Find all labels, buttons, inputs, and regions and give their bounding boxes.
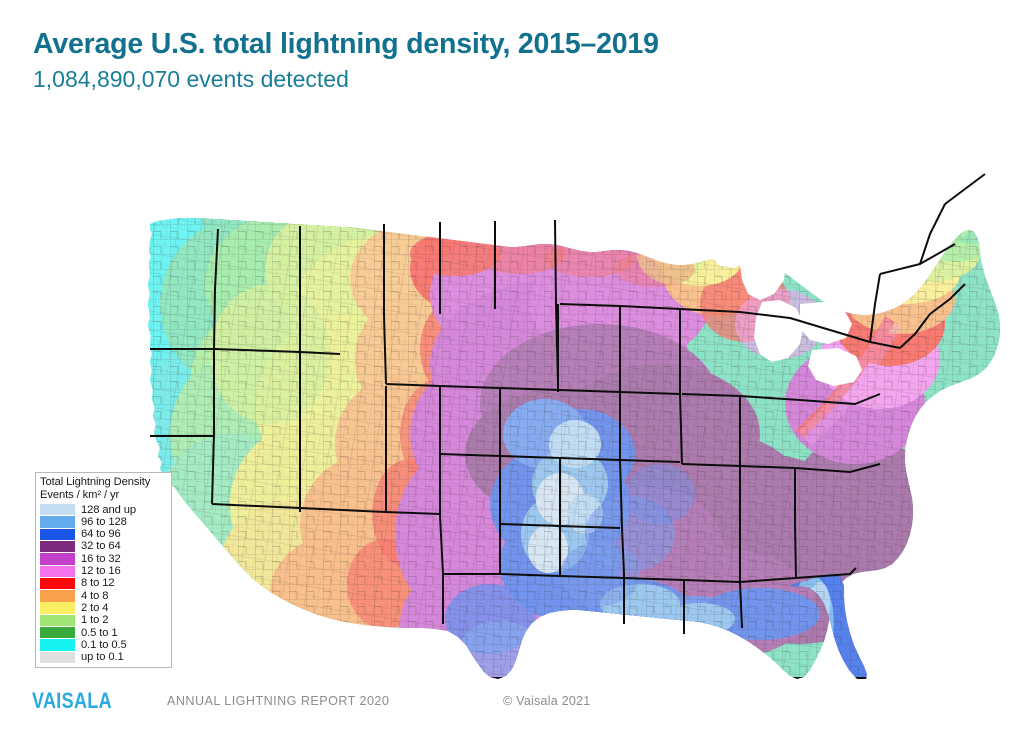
- legend-label: 128 and up: [81, 503, 136, 516]
- page-subtitle: 1,084,890,070 events detected: [33, 65, 349, 92]
- legend-row: 128 and up: [40, 504, 167, 516]
- legend-swatch: [40, 516, 75, 528]
- legend-label: 12 to 16: [81, 565, 121, 578]
- map-legend: Total Lightning Density Events / km² / y…: [35, 472, 172, 669]
- legend-swatch: [40, 528, 75, 541]
- legend-swatch: [40, 553, 75, 565]
- legend-row: 4 to 8: [40, 590, 167, 602]
- legend-title-line-1: Total Lightning Density: [40, 476, 151, 488]
- legend-swatch: [40, 639, 75, 651]
- report-name: ANNUAL LIGHTNING REPORT 2020: [167, 694, 390, 708]
- legend-row: 64 to 96: [40, 528, 167, 540]
- legend-label: up to 0.1: [81, 651, 124, 664]
- copyright-notice: © Vaisala 2021: [503, 694, 591, 708]
- vaisala-logo: VAISALA: [32, 688, 112, 713]
- legend-row: 1 to 2: [40, 614, 167, 626]
- legend-label: 0.1 to 0.5: [81, 638, 127, 651]
- header: Average U.S. total lightning density, 20…: [33, 28, 933, 93]
- legend-row: 0.5 to 1: [40, 627, 167, 639]
- state-boundaries: [150, 173, 986, 634]
- legend-row: 8 to 12: [40, 577, 167, 589]
- legend-swatch: [40, 577, 75, 590]
- legend-swatch: [40, 602, 75, 614]
- legend-label: 16 to 32: [81, 552, 121, 565]
- legend-label: 2 to 4: [81, 601, 109, 614]
- legend-label: 1 to 2: [81, 614, 109, 627]
- legend-row: 16 to 32: [40, 553, 167, 565]
- legend-row: 96 to 128: [40, 516, 167, 528]
- legend-swatch: [40, 590, 75, 602]
- legend-row: 12 to 16: [40, 565, 167, 577]
- legend-row: 32 to 64: [40, 540, 167, 552]
- legend-row: 2 to 4: [40, 602, 167, 614]
- legend-items: 128 and up 96 to 128 64 to 96 32 to 64 16 to…: [40, 504, 167, 664]
- legend-swatch: [40, 614, 75, 627]
- us-lightning-density-map[interactable]: [0, 104, 1027, 679]
- legend-swatch: [40, 651, 75, 663]
- legend-row: 0.1 to 0.5: [40, 639, 167, 651]
- legend-swatch: [40, 540, 75, 553]
- legend-label: 64 to 96: [81, 528, 121, 541]
- page-title: Average U.S. total lightning density, 20…: [33, 28, 659, 60]
- legend-swatch: [40, 627, 75, 639]
- footer: VAISALA ANNUAL LIGHTNING REPORT 2020 © V…: [0, 688, 1027, 722]
- legend-swatch: [40, 504, 75, 516]
- legend-label: 4 to 8: [81, 589, 109, 602]
- legend-title-line-2: Events / km² / yr: [40, 489, 120, 502]
- legend-label: 96 to 128: [81, 515, 127, 528]
- legend-label: 0.5 to 1: [81, 626, 118, 639]
- legend-row: up to 0.1: [40, 651, 167, 663]
- map-container[interactable]: [0, 104, 1027, 679]
- legend-label: 32 to 64: [81, 540, 121, 553]
- legend-label: 8 to 12: [81, 577, 115, 590]
- legend-swatch: [40, 565, 75, 577]
- great-lakes: [700, 222, 862, 386]
